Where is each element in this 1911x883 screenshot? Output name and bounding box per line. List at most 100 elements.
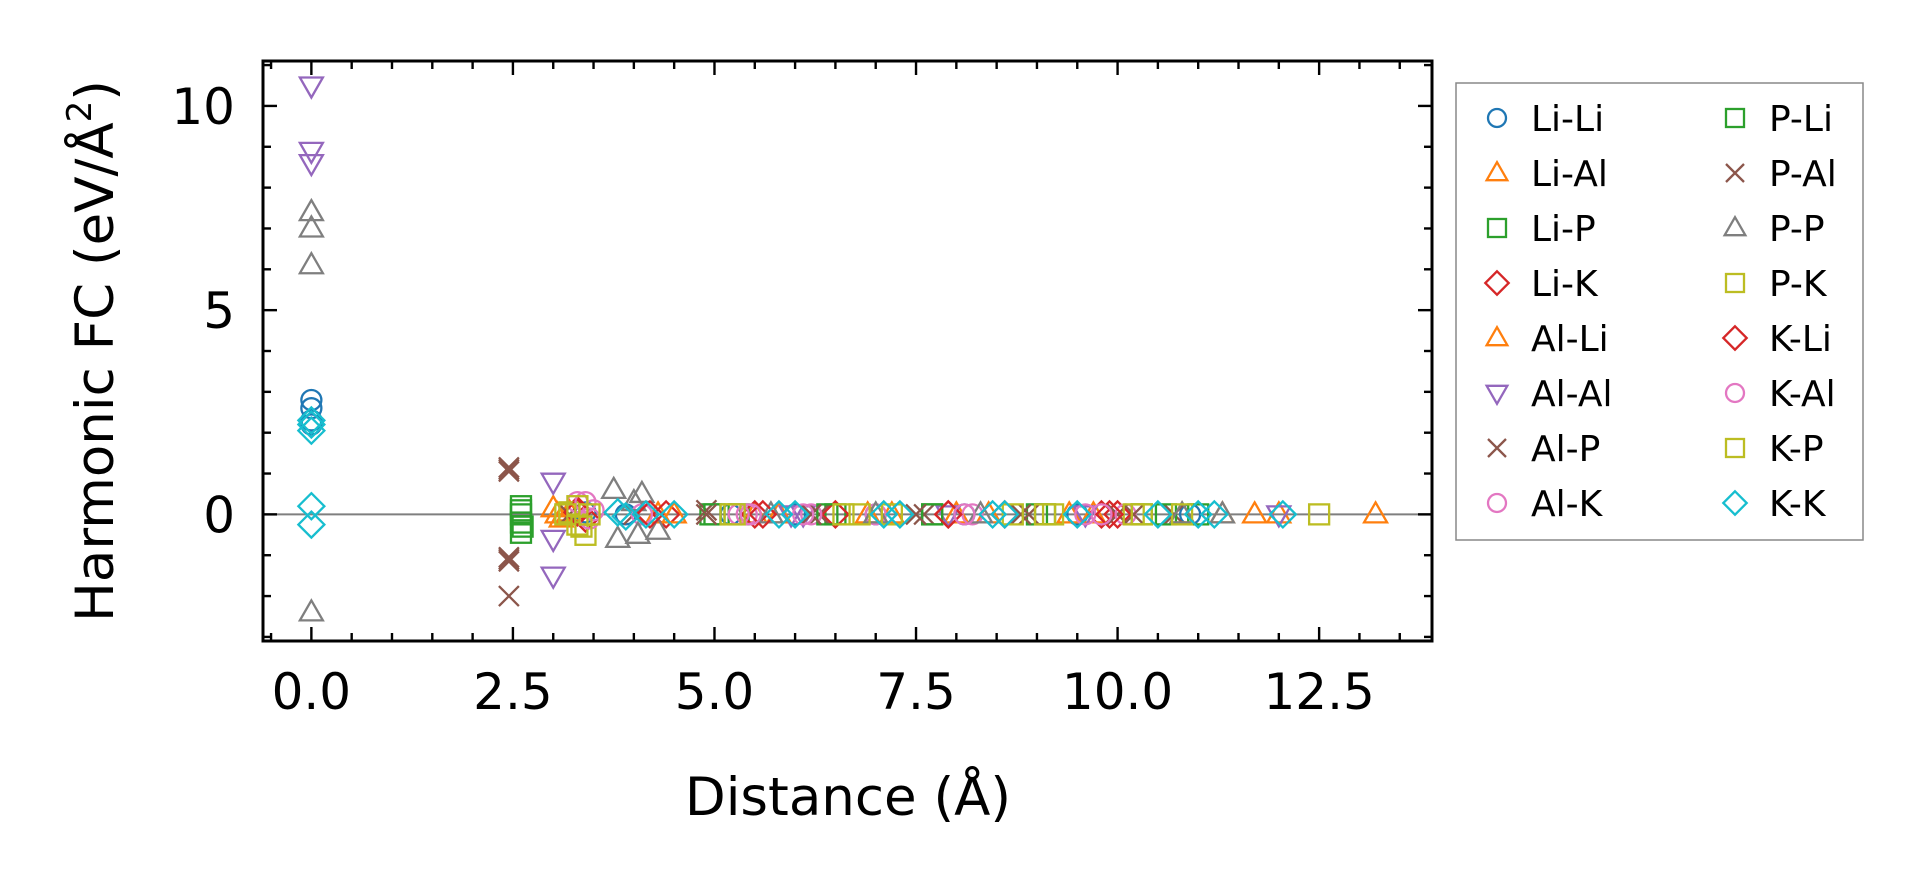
data-point [1143,499,1173,530]
data-point [880,503,903,526]
legend-box [1455,82,1864,541]
legend-marker [1486,492,1508,514]
data-point [1307,503,1331,526]
y-tick-label: 5 [203,282,235,340]
data-point [1094,499,1125,530]
legend-item: K-P [1724,429,1824,470]
data-point [1102,499,1133,530]
data-point [1033,503,1057,526]
legend-item: P-Li [1724,99,1833,140]
data-point [574,490,597,514]
series-K-K [296,405,1298,540]
legend-marker [1724,107,1746,129]
data-point [905,503,927,526]
data-point [808,503,831,526]
data-point [498,460,520,483]
data-point [644,516,672,540]
legend-item: K-Al [1724,374,1836,415]
legend-label: Al-K [1531,484,1604,525]
y-tick-label: 10 [171,78,235,136]
legend-label: P-K [1769,264,1828,305]
legend-label: Li-Al [1531,154,1608,195]
legend-item: Al-Al [1484,374,1612,415]
x-tick-label: 12.5 [1263,663,1374,721]
data-point [539,566,567,590]
legend-item: Li-P [1486,209,1596,250]
y-axis-label-superscript: 2 [60,101,100,123]
data-point [296,509,326,540]
data-point [635,499,665,530]
legend-label: Al-Al [1531,374,1612,415]
legend-item: Li-K [1483,264,1599,305]
data-point [554,503,577,526]
data-point [740,499,770,530]
data-point [631,499,661,530]
legend-label: P-Li [1769,99,1833,140]
legend-item: P-K [1724,264,1828,305]
data-point [1062,499,1092,530]
data-point [296,416,326,446]
legend-label: Li-P [1531,209,1596,250]
legend-marker [1722,214,1748,237]
data-point [990,499,1020,530]
data-point [695,503,718,526]
data-point [885,499,915,530]
data-point [628,479,656,504]
data-point [498,458,520,481]
data-point [921,503,944,526]
legend: Li-Li Li-Al Li-P Li-K Al-Li Al-Al Al-P Al-K P-Li… [1455,82,1864,541]
x-tick-label: 0.0 [272,663,352,721]
data-point [297,214,325,238]
legend-label: Li-Li [1531,99,1604,140]
legend-item: Li-Al [1484,154,1608,195]
data-point [757,500,785,524]
data-point [604,524,632,549]
data-point [977,499,1008,530]
data-point [953,503,976,526]
series-P-P [297,197,1236,622]
data-point [1208,500,1236,524]
data-point [297,76,325,100]
x-axis-label: Distance (Å) [685,764,1011,828]
data-point [659,499,689,530]
legend-marker [1721,324,1749,352]
series-Al-P [498,456,1185,607]
data-point [739,503,762,526]
legend-label: K-K [1769,484,1827,525]
data-point [624,520,652,544]
legend-label: K-Li [1769,319,1832,360]
legend-label: K-Al [1769,374,1836,415]
legend-label: Li-K [1531,264,1599,305]
legend-label: P-Al [1769,154,1837,195]
data-point [800,503,823,526]
x-tick-label: 2.5 [473,663,553,721]
legend-marker [1724,382,1746,404]
data-point [832,503,855,526]
legend-item: P-Al [1725,154,1837,195]
data-point [1241,500,1269,524]
y-axis-label: Harmonic FC (eV/Å2) [60,80,126,622]
data-point [297,598,325,622]
data-point [570,515,593,538]
legend-label: Al-P [1531,429,1600,470]
series-K-P [554,495,1331,538]
data-point [1130,503,1153,526]
data-point [509,499,533,522]
legend-marker [1725,163,1745,183]
data-point [780,499,810,530]
data-point [297,250,325,275]
data-point [297,197,325,222]
legend-label: P-P [1769,209,1825,250]
data-point [539,472,567,497]
data-point [498,548,520,571]
legend-marker [1484,159,1510,182]
data-point [816,503,839,526]
legend-marker [1484,324,1510,347]
legend-item: Al-Li [1484,319,1609,360]
data-point [913,503,935,526]
data-point [498,550,520,573]
legend-marker [1483,269,1511,297]
legend-marker [1724,272,1746,294]
data-point [498,585,520,607]
